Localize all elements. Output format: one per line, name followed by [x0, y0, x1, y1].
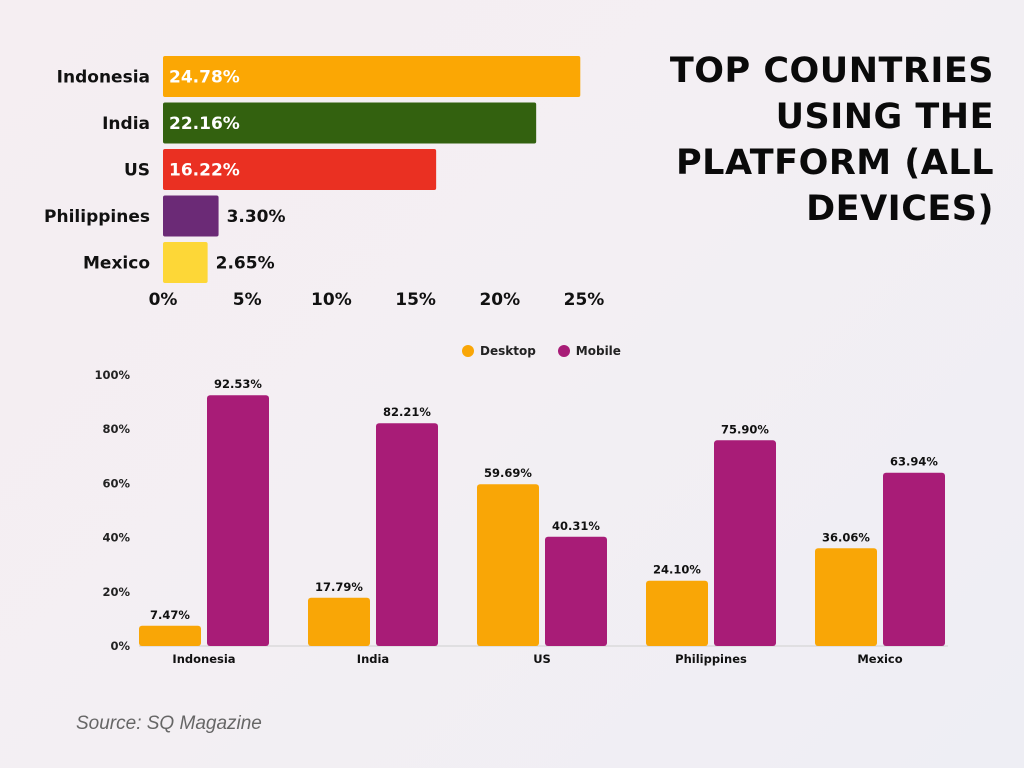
title-line-3: PLATFORM (ALL	[675, 143, 994, 183]
gbar-ytick-60: 60%	[102, 476, 130, 490]
legend-label-desktop: Desktop	[480, 344, 536, 358]
gbar-mobile-india	[376, 423, 438, 646]
gbar-value-label-mobile-india: 82.21%	[383, 405, 431, 419]
gbar-value-label-mobile-mexico: 63.94%	[890, 455, 938, 469]
title-line-1: TOP COUNTRIES	[669, 51, 994, 91]
hbar-india	[163, 102, 537, 144]
gbar-value-label-desktop-mexico: 36.06%	[822, 530, 870, 544]
gbar-desktop-india	[308, 597, 370, 646]
gbar-ytick-0: 0%	[110, 639, 130, 653]
gbar-category-label-mexico: Mexico	[857, 652, 902, 666]
gbar-mobile-us	[545, 536, 607, 646]
gbar-category-label-us: US	[533, 652, 551, 666]
gbar-value-label-mobile-indonesia: 92.53%	[214, 377, 262, 391]
hbar-us	[163, 149, 437, 190]
gbar-desktop-us	[477, 484, 539, 646]
gbar-desktop-indonesia	[139, 625, 201, 646]
gbar-mobile-indonesia	[207, 395, 269, 646]
gbar-value-label-mobile-philippines: 75.90%	[721, 422, 769, 436]
gbar-mobile-mexico	[883, 472, 945, 646]
legend-swatch-mobile	[557, 345, 570, 357]
gbar-category-label-india: India	[357, 652, 389, 666]
legend-item-mobile: Mobile	[557, 344, 621, 358]
hbar-value-label-india: 22.16%	[169, 114, 240, 134]
chart-title: TOP COUNTRIES USING THE PLATFORM (ALL DE…	[634, 48, 994, 232]
hbar-xtick-10: 10%	[311, 290, 352, 310]
gbar-desktop-philippines	[646, 580, 708, 646]
gbar-category-label-philippines: Philippines	[675, 652, 747, 666]
hbar-xtick-25: 25%	[564, 290, 605, 310]
gbar-desktop-mexico	[815, 548, 877, 646]
legend-label-mobile: Mobile	[575, 344, 621, 358]
gbar-mobile-philippines	[714, 440, 776, 646]
device-legend: Desktop Mobile	[462, 344, 621, 358]
gbar-value-label-desktop-indonesia: 7.47%	[150, 608, 190, 622]
legend-swatch-desktop	[462, 345, 474, 357]
hbar-value-label-us: 16.22%	[169, 161, 240, 181]
hbar-category-label-mexico: Mexico	[83, 254, 150, 274]
gbar-ytick-80: 80%	[102, 422, 130, 436]
gbar-ytick-100: 100%	[94, 368, 130, 382]
hbar-category-label-philippines: Philippines	[44, 207, 150, 227]
hbar-category-label-india: India	[102, 114, 150, 134]
hbar-indonesia	[163, 56, 581, 97]
hbar-xtick-5: 5%	[233, 290, 262, 310]
gbar-ytick-20: 20%	[102, 585, 130, 599]
hbar-category-label-indonesia: Indonesia	[57, 68, 150, 88]
gbar-value-label-desktop-india: 17.79%	[315, 580, 363, 594]
title-line-2: USING THE	[775, 97, 994, 137]
legend-item-desktop: Desktop	[462, 344, 536, 358]
hbar-xtick-0: 0%	[149, 290, 178, 310]
hbar-value-label-mexico: 2.65%	[216, 254, 275, 274]
hbar-value-label-philippines: 3.30%	[227, 207, 286, 227]
gbar-value-label-mobile-us: 40.31%	[552, 519, 600, 533]
source-caption: Source: SQ Magazine	[76, 713, 262, 734]
hbar-value-label-indonesia: 24.78%	[169, 68, 240, 88]
gbar-category-label-indonesia: Indonesia	[172, 652, 235, 666]
gbar-value-label-desktop-us: 59.69%	[484, 466, 532, 480]
hbar-xtick-15: 15%	[395, 290, 436, 310]
hbar-philippines	[163, 195, 219, 237]
hbar-category-label-us: US	[124, 161, 150, 181]
hbar-xtick-20: 20%	[479, 290, 520, 310]
hbar-mexico	[163, 242, 208, 283]
title-line-4: DEVICES)	[806, 189, 994, 229]
gbar-value-label-desktop-philippines: 24.10%	[653, 563, 701, 577]
gbar-ytick-40: 40%	[102, 531, 130, 545]
